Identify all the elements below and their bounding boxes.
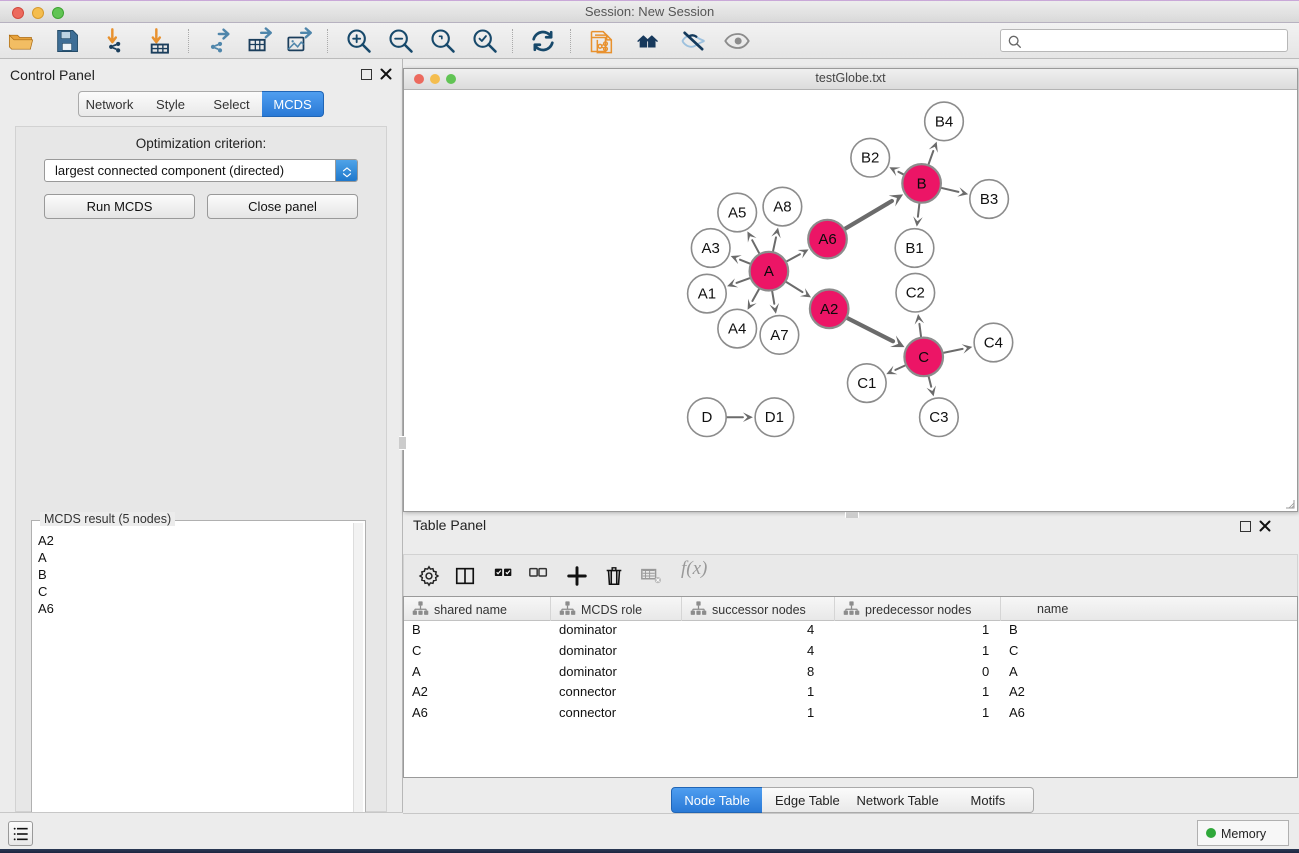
svg-text:B4: B4 (935, 113, 953, 130)
svg-text:C2: C2 (906, 285, 925, 302)
svg-text:A1: A1 (698, 286, 716, 303)
svg-text:A5: A5 (728, 205, 746, 222)
svg-text:A6: A6 (818, 231, 836, 248)
svg-text:A: A (764, 263, 774, 280)
svg-text:C3: C3 (929, 409, 948, 426)
svg-text:A7: A7 (770, 327, 788, 344)
svg-text:A4: A4 (728, 321, 746, 338)
svg-text:A3: A3 (702, 240, 720, 257)
svg-text:D1: D1 (765, 409, 784, 426)
svg-text:B2: B2 (861, 150, 879, 167)
svg-text:A8: A8 (773, 199, 791, 216)
svg-text:A2: A2 (820, 301, 838, 318)
svg-text:B: B (917, 175, 927, 192)
svg-text:C1: C1 (857, 375, 876, 392)
svg-text:C4: C4 (984, 335, 1003, 352)
svg-text:B1: B1 (905, 240, 923, 257)
svg-text:C: C (918, 349, 929, 366)
svg-text:D: D (701, 409, 712, 426)
svg-text:B3: B3 (980, 191, 998, 208)
